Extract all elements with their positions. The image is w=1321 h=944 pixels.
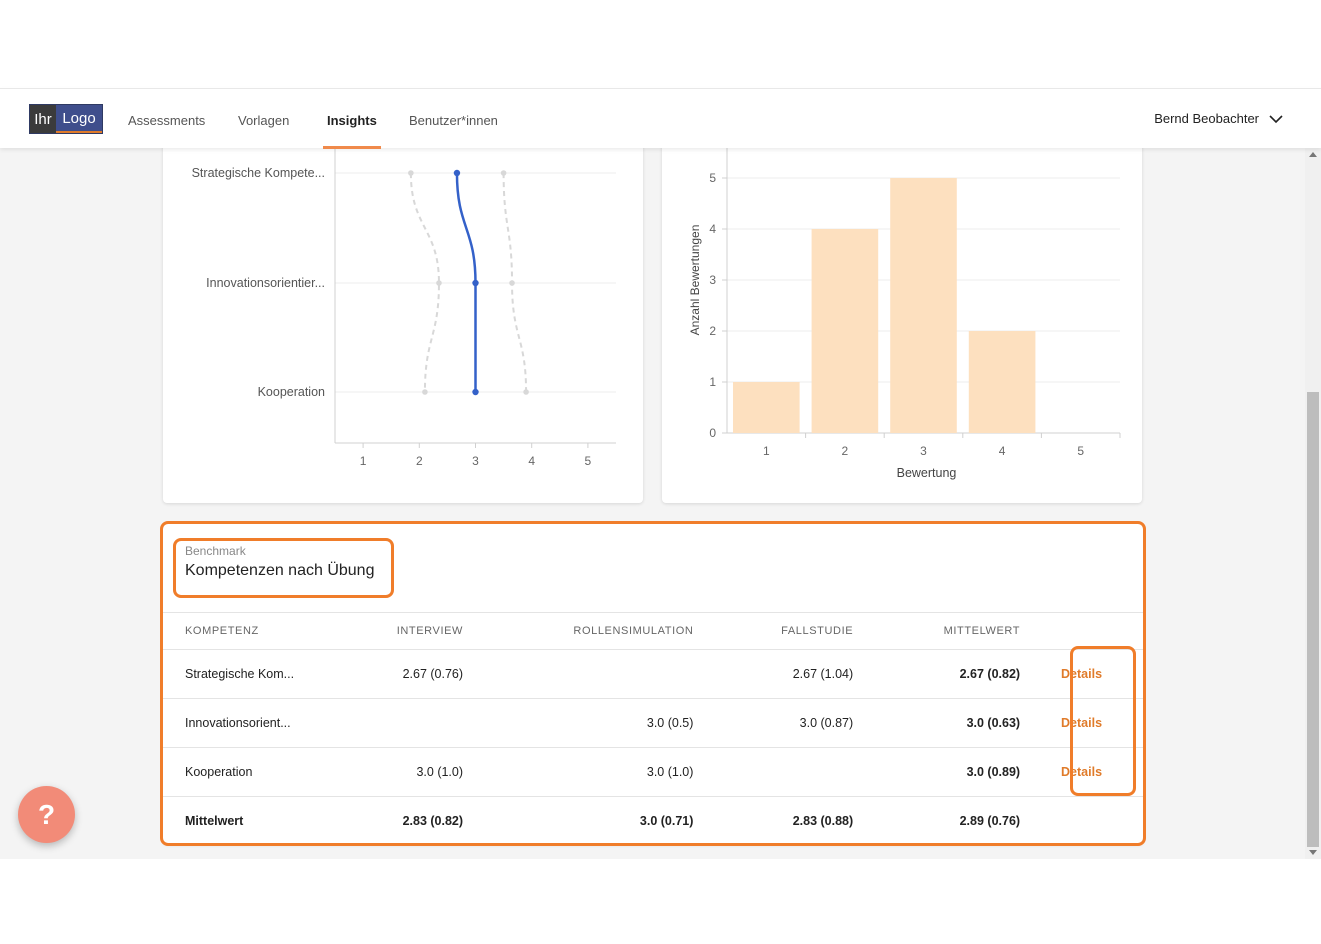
benchmark-header: Benchmark Kompetenzen nach Übung — [185, 544, 374, 580]
x-tick-label: 2 — [842, 444, 849, 458]
user-name: Bernd Beobachter — [1154, 111, 1259, 126]
cell-summary-empty — [1020, 797, 1143, 846]
cell-rollensimulation — [463, 649, 694, 699]
rating-distribution-chart: 0 1 2 3 4 5 1 2 3 4 5 Bewertung Anzahl Bewertungen — [688, 148, 1121, 480]
y-tick-label: 5 — [709, 171, 716, 185]
bar — [890, 178, 957, 433]
x-tick-label: 3 — [472, 454, 479, 468]
cell-rollensimulation: 3.0 (0.5) — [463, 698, 694, 748]
series-point — [453, 169, 461, 177]
cell-mittelwert: 3.0 (0.89) — [853, 747, 1021, 797]
nav-assessments[interactable]: Assessments — [128, 113, 206, 128]
logo-text-logo: Logo — [56, 105, 102, 133]
benchmark-title: Kompetenzen nach Übung — [185, 562, 375, 579]
cell-interview: 2.67 (0.76) — [367, 649, 464, 699]
x-tick-label: 1 — [763, 444, 770, 458]
bar — [811, 229, 879, 433]
y-tick-label: Kooperation — [258, 385, 325, 399]
logo[interactable]: Ihr Logo — [29, 104, 103, 134]
cell-summary-fallstudie: 2.83 (0.88) — [792, 814, 854, 829]
nav-benutzerinnen[interactable]: Benutzer*innen — [409, 113, 498, 128]
cell-summary-mittelwert: 2.89 (0.76) — [959, 814, 1021, 829]
top-whitespace — [0, 0, 1321, 88]
table-header-row: Kompetenz Interview Rollensimulation Fal… — [163, 612, 1143, 650]
table-row: Kooperation 3.0 (1.0) 3.0 (1.0) 3.0 (0.8… — [163, 747, 1143, 797]
col-details — [1020, 612, 1143, 650]
series-point — [509, 280, 515, 286]
x-tick-label: 4 — [999, 444, 1006, 458]
series-point — [408, 170, 414, 176]
benchmark-eyebrow: Benchmark — [185, 544, 246, 558]
rating-distribution-card: 0 1 2 3 4 5 1 2 3 4 5 Bewertung Anzahl Bewertungen — [662, 148, 1142, 503]
bar — [733, 382, 800, 433]
cell-fallstudie: 2.67 (1.04) — [693, 649, 854, 699]
benchmark-table: Kompetenz Interview Rollensimulation Fal… — [163, 612, 1143, 846]
x-tick-label: 5 — [585, 454, 592, 468]
chevron-down-icon — [1269, 115, 1283, 124]
x-tick-label: 2 — [416, 454, 423, 468]
bar — [968, 331, 1036, 433]
cell-summary-rollensimulation: 3.0 (0.71) — [639, 814, 694, 829]
table-summary-row: Mittelwert 2.83 (0.82) 3.0 (0.71) 2.83 (… — [163, 797, 1143, 846]
y-tick-label: 3 — [709, 273, 716, 287]
help-button[interactable]: ? — [18, 786, 75, 843]
details-link[interactable]: Details — [1020, 649, 1143, 699]
cell-rollensimulation: 3.0 (1.0) — [463, 747, 694, 797]
top-navbar: Ihr Logo Assessments Vorlagen Insights B… — [0, 88, 1321, 149]
col-interview: Interview — [367, 612, 464, 650]
cell-mittelwert: 3.0 (0.63) — [853, 698, 1021, 748]
cell-mittelwert: 2.67 (0.82) — [853, 649, 1021, 699]
insights-content: Strategische Kompete... Innovationsorient… — [0, 148, 1305, 859]
series-point — [523, 389, 529, 395]
series-point — [422, 389, 428, 395]
series-line-0 — [409, 172, 440, 393]
col-fallstudie: Fallstudie — [693, 612, 854, 650]
bottom-whitespace — [0, 859, 1321, 944]
col-rollensimulation: Rollensimulation — [463, 612, 694, 650]
cell-fallstudie: 3.0 (0.87) — [693, 698, 854, 748]
scroll-up-icon[interactable] — [1309, 152, 1317, 157]
competency-profile-chart: Strategische Kompete... Innovationsorient… — [192, 148, 616, 468]
series-point — [436, 280, 442, 286]
nav-insights[interactable]: Insights — [323, 89, 381, 149]
col-mittelwert: Mittelwert — [853, 612, 1021, 650]
details-link[interactable]: Details — [1020, 698, 1143, 748]
cell-interview: 3.0 (1.0) — [367, 747, 464, 797]
x-tick-label: 3 — [920, 444, 927, 458]
cell-kompetenz: Innovationsorient... — [163, 698, 368, 748]
series-point — [472, 279, 479, 287]
vertical-scrollbar[interactable] — [1305, 148, 1321, 859]
scroll-down-icon[interactable] — [1309, 850, 1317, 855]
series-point — [472, 388, 479, 396]
x-axis-title: Bewertung — [897, 466, 957, 480]
col-kompetenz: Kompetenz — [163, 612, 368, 650]
cell-kompetenz: Strategische Kom... — [163, 649, 368, 699]
y-tick-label: 2 — [709, 324, 716, 338]
nav-vorlagen[interactable]: Vorlagen — [238, 113, 290, 128]
y-tick-label: Innovationsorientier... — [206, 276, 325, 290]
details-link[interactable]: Details — [1020, 747, 1143, 797]
cell-summary-interview: 2.83 (0.82) — [402, 814, 464, 829]
y-tick-label: 4 — [709, 222, 716, 236]
x-tick-label: 5 — [1077, 444, 1084, 458]
user-menu[interactable]: Bernd Beobachter — [1154, 89, 1283, 149]
logo-text-ihr: Ihr — [30, 105, 56, 133]
table-row: Innovationsorient... 3.0 (0.5) 3.0 (0.87… — [163, 698, 1143, 748]
y-tick-label: 0 — [709, 426, 716, 440]
x-tick-label: 4 — [528, 454, 535, 468]
cell-fallstudie — [693, 747, 854, 797]
y-axis-title: Anzahl Bewertungen — [688, 225, 702, 336]
cell-kompetenz: Kooperation — [163, 747, 368, 797]
competency-profile-card: Strategische Kompete... Innovationsorient… — [163, 148, 643, 503]
cell-interview — [367, 698, 464, 748]
y-tick-label: 1 — [709, 375, 716, 389]
series-point — [500, 170, 507, 176]
cell-summary-label: Mittelwert — [185, 814, 244, 829]
x-tick-label: 1 — [360, 454, 367, 468]
table-row: Strategische Kom... 2.67 (0.76) 2.67 (1.… — [163, 649, 1143, 699]
y-tick-label: Strategische Kompete... — [192, 166, 325, 180]
benchmark-card: Benchmark Kompetenzen nach Übung Kompete… — [163, 524, 1143, 844]
scroll-thumb[interactable] — [1307, 392, 1319, 847]
